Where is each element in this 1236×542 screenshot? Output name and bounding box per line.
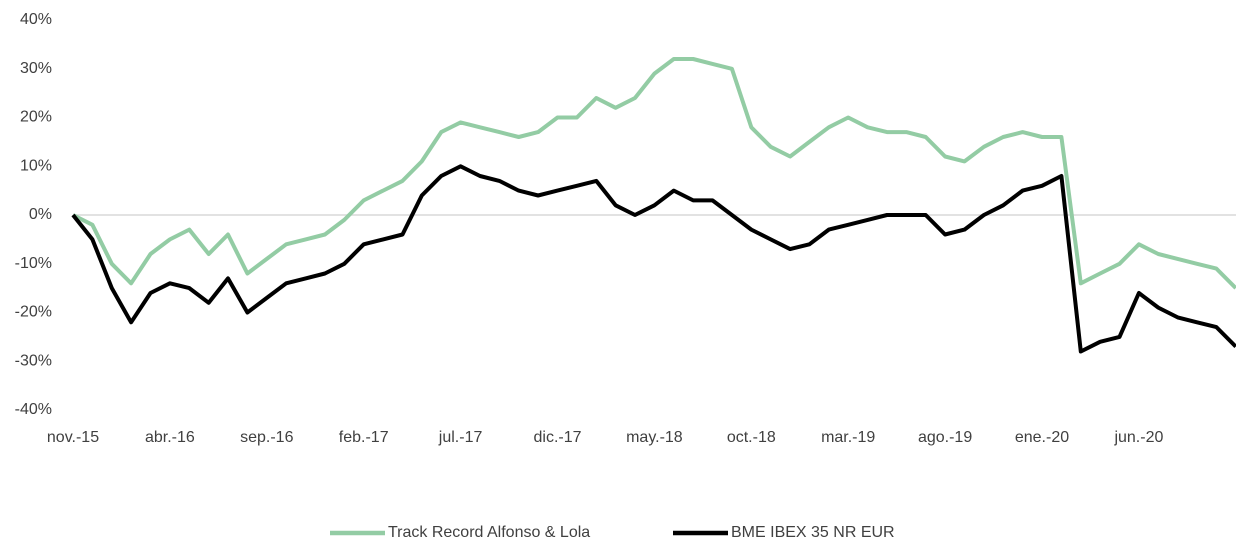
x-tick-label: nov.-15 [47, 429, 99, 446]
y-tick-label: 20% [20, 109, 52, 126]
y-tick-label: 40% [20, 11, 52, 28]
x-tick-label: ago.-19 [918, 429, 972, 446]
legend-label: Track Record Alfonso & Lola [388, 524, 590, 541]
y-tick-label: -40% [15, 401, 52, 418]
y-tick-label: -10% [15, 255, 52, 272]
x-tick-label: oct.-18 [727, 429, 776, 446]
legend-label: BME IBEX 35 NR EUR [731, 524, 895, 541]
x-tick-label: sep.-16 [240, 429, 293, 446]
y-tick-label: 30% [20, 60, 52, 77]
x-tick-label: dic.-17 [533, 429, 581, 446]
series-line [72, 57, 1236, 290]
x-tick-label: mar.-19 [821, 429, 875, 446]
x-tick-label: ene.-20 [1015, 429, 1069, 446]
x-tick-label: abr.-16 [145, 429, 195, 446]
x-tick-label: may.-18 [626, 429, 683, 446]
y-tick-label: 0% [29, 206, 52, 223]
y-tick-label: -30% [15, 352, 52, 369]
x-tick-label: feb.-17 [339, 429, 389, 446]
y-tick-label: -20% [15, 304, 52, 321]
x-tick-label: jun.-20 [1113, 429, 1163, 446]
x-tick-label: jul.-17 [438, 429, 483, 446]
y-tick-label: 10% [20, 157, 52, 174]
series-line [71, 164, 1236, 354]
